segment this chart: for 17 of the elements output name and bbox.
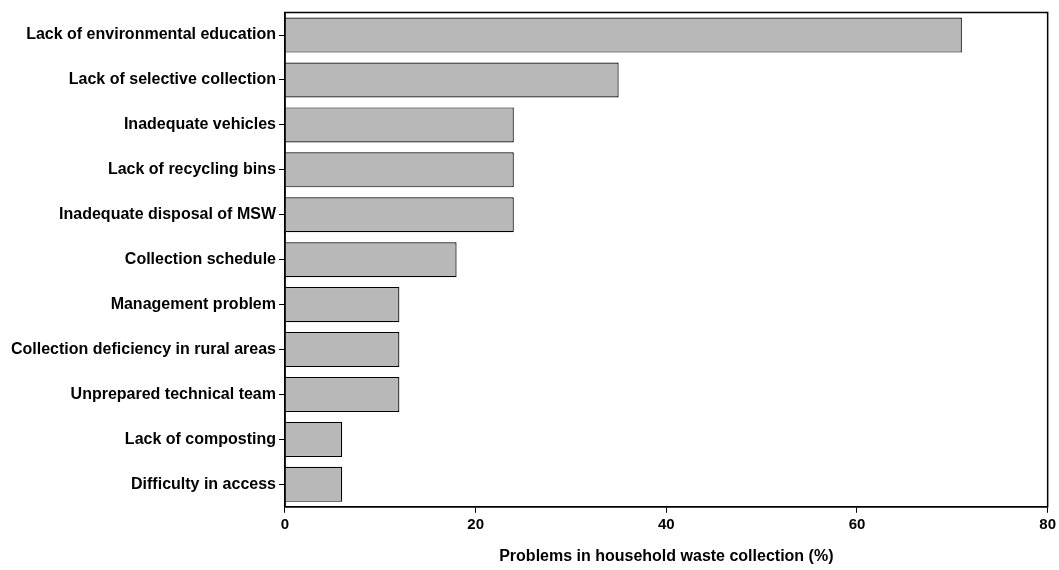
y-tick-label: Inadequate vehicles bbox=[123, 115, 277, 133]
x-tick-label: 60 bbox=[848, 514, 866, 532]
y-tick-label: Unprepared technical team bbox=[70, 384, 276, 402]
y-tick-label: Management problem bbox=[110, 295, 276, 313]
y-tick-label: Inadequate disposal of MSW bbox=[59, 205, 277, 223]
x-axis-title: Problems in household waste collection (%) bbox=[499, 546, 834, 564]
y-tick-label: Lack of recycling bins bbox=[107, 160, 277, 178]
y-tick-label: Collection schedule bbox=[124, 250, 277, 268]
x-tick-label: 80 bbox=[1039, 514, 1056, 532]
x-tick-label: 0 bbox=[280, 514, 290, 532]
x-tick-label: 20 bbox=[467, 514, 484, 532]
y-tick-label: Collection deficiency in rural areas bbox=[11, 339, 277, 357]
y-tick-label: Lack of selective collection bbox=[68, 70, 276, 88]
y-tick-label: Difficulty in access bbox=[131, 474, 277, 492]
x-tick-label: 40 bbox=[657, 514, 675, 532]
y-tick-label: Lack of environmental education bbox=[26, 25, 276, 43]
y-tick-label: Lack of composting bbox=[124, 429, 276, 447]
